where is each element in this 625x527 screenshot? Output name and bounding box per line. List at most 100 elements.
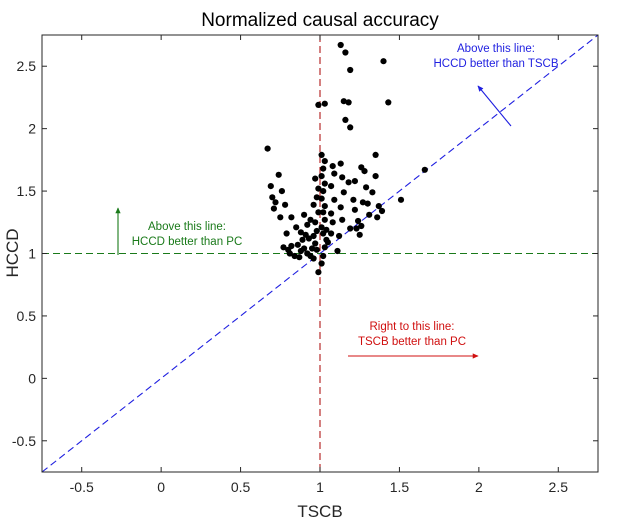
data-point [318, 224, 325, 231]
data-point [318, 173, 325, 180]
data-point [310, 255, 317, 262]
data-point [347, 66, 354, 74]
y-axis-title: HCCD [3, 228, 22, 277]
data-point [369, 189, 376, 196]
data-point [337, 160, 344, 167]
data-point [364, 200, 371, 207]
data-point [320, 209, 327, 216]
data-point [345, 179, 352, 186]
green-annotation-text: HCCD better than PC [132, 236, 243, 248]
data-point [339, 216, 346, 223]
data-point [347, 225, 354, 232]
data-point [378, 207, 386, 215]
axis-ticks: -0.5 0 0.5 1 1.5 2 2.5 -0.5 0 0.5 1 1.5 2 2.5 [12, 35, 598, 495]
y-tick-label: -0.5 [12, 433, 36, 449]
data-point [351, 178, 358, 185]
x-axis-title: TSCB [297, 502, 342, 521]
x-tick-label: 0.5 [231, 479, 251, 495]
data-point [310, 232, 317, 240]
data-point [342, 116, 349, 123]
data-point [318, 260, 325, 267]
data-point [374, 214, 381, 221]
data-point [315, 269, 322, 276]
data-point [293, 224, 300, 231]
data-point [350, 196, 357, 203]
data-point [329, 219, 336, 226]
data-point [277, 214, 284, 221]
data-point [312, 219, 319, 226]
data-point [380, 58, 387, 65]
data-point [282, 201, 289, 208]
data-point [356, 231, 363, 238]
data-point [288, 242, 295, 250]
data-point [372, 173, 379, 180]
data-point [342, 49, 349, 56]
data-point [313, 194, 320, 201]
data-point [320, 252, 327, 260]
data-point [269, 194, 276, 201]
blue-annotation-text: HCCD better than TSCB [433, 58, 558, 70]
red-annotation-text: TSCB better than PC [358, 336, 466, 348]
x-tick-label: 1 [316, 479, 324, 495]
data-point [312, 175, 319, 182]
data-point [366, 211, 373, 218]
data-point [294, 241, 301, 248]
data-point [397, 196, 405, 203]
blue-annotation-arrow [477, 85, 512, 127]
data-point [372, 151, 379, 158]
y-tick-label: 0.5 [17, 308, 37, 324]
data-point [288, 214, 295, 221]
data-point [299, 236, 306, 243]
data-point [312, 240, 319, 247]
data-point [301, 211, 308, 218]
data-point [353, 225, 360, 232]
data-point [351, 206, 358, 213]
data-point [280, 244, 287, 251]
data-point [275, 171, 282, 178]
data-point [359, 199, 366, 206]
data-point [347, 124, 354, 131]
data-point [321, 158, 328, 165]
data-point [296, 254, 303, 261]
blue-annotation-text: Above this line: [457, 43, 535, 55]
data-point [340, 189, 347, 196]
data-point [315, 185, 322, 192]
data-point [321, 180, 328, 187]
x-tick-label: 0 [157, 479, 165, 495]
chart-title: Normalized causal accuracy [201, 10, 439, 31]
y-tick-label: 2 [28, 121, 36, 137]
data-point [358, 164, 365, 171]
data-point [345, 99, 352, 106]
x-tick-label: 1.5 [390, 479, 410, 495]
reference-lines [41, 34, 599, 473]
data-point [321, 100, 328, 107]
data-point [320, 165, 327, 172]
data-point [318, 195, 325, 202]
data-point [278, 188, 285, 195]
data-point [358, 222, 365, 230]
data-point [340, 98, 347, 105]
data-point [385, 99, 392, 106]
data-point [321, 244, 328, 251]
data-point [315, 209, 322, 216]
data-point [305, 235, 312, 242]
data-point [363, 184, 370, 191]
data-point [309, 245, 316, 252]
data-point [318, 151, 325, 158]
data-point [337, 41, 344, 49]
red-annotation-text: Right to this line: [369, 321, 454, 333]
data-point [331, 170, 338, 177]
x-tick-label: -0.5 [70, 479, 94, 495]
data-point [270, 205, 277, 212]
x-tick-label: 2 [475, 479, 483, 495]
data-point [334, 247, 341, 255]
data-point [286, 250, 293, 257]
data-point [291, 252, 298, 260]
data-point [328, 183, 335, 190]
x-tick-label: 2.5 [549, 479, 569, 495]
data-point [328, 210, 335, 217]
data-point [321, 203, 328, 210]
data-point [307, 216, 314, 223]
data-point [375, 203, 382, 210]
data-point [323, 226, 330, 233]
